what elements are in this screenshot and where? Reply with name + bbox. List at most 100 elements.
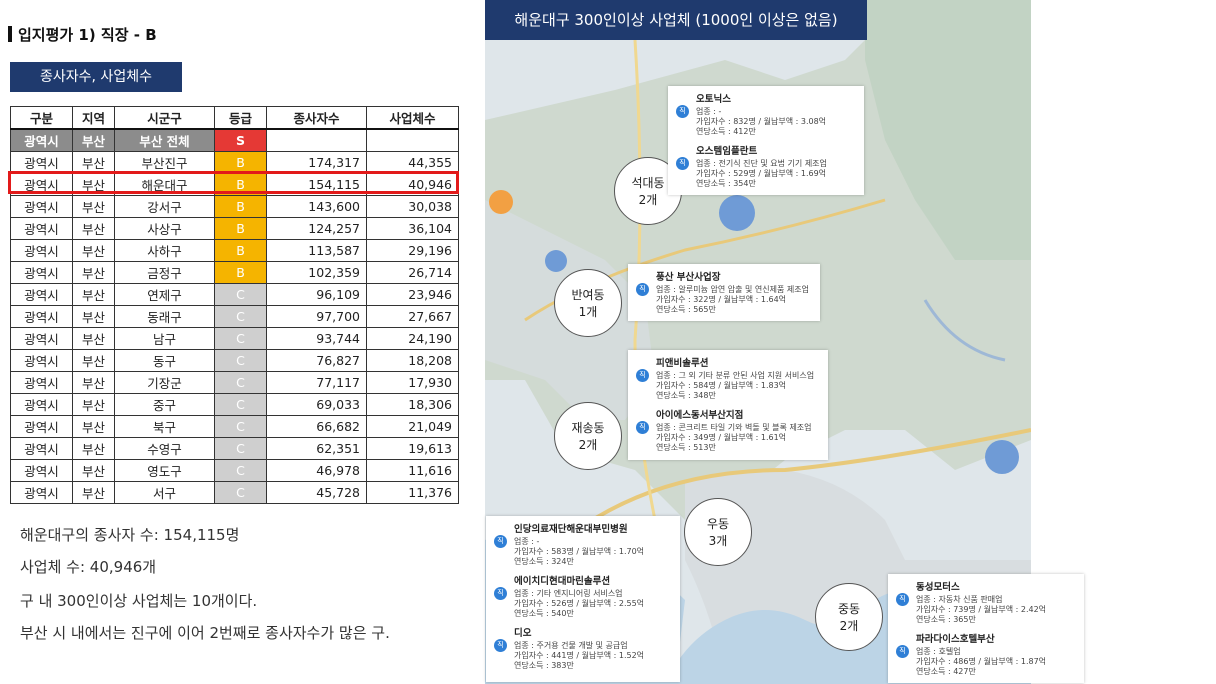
cluster-marker[interactable] xyxy=(489,190,513,214)
cell-district: 금정구 xyxy=(114,261,215,284)
page-title: 입지평가 1) 직장 - B xyxy=(8,24,157,45)
company-entry[interactable]: 직 에이치디현대마린솔루션 업종 : 기타 엔지니어링 서비스업 가입자수 : 526… xyxy=(490,573,676,619)
workplace-icon: 직 xyxy=(636,369,649,382)
company-entry[interactable]: 직 오토닉스 업종 : - 가입자수 : 832명 / 월납부액 : 3.08억 연당소… xyxy=(672,91,860,137)
table-row: 광역시 부산 금정구 B 102,359 26,714 xyxy=(10,261,459,284)
company-entry[interactable]: 직 풍산 부산사업장 업종 : 알루미늄 압연 압출 및 연신제품 제조업 가입자수 … xyxy=(632,269,816,315)
company-entry[interactable]: 직 오스템임플란트 업종 : 전기식 진단 및 요법 기기 제조업 가입자수 : 52… xyxy=(672,143,860,189)
workplace-icon: 직 xyxy=(636,421,649,434)
district-table: 구분 지역 시군구 등급 종사자수 사업체수 광역시 부산 부산 전체 S 광역시 부산 부산진구 B 1… xyxy=(10,106,459,504)
cell-type: 광역시 xyxy=(10,415,73,438)
workplace-icon: 직 xyxy=(896,593,909,606)
company-entry[interactable]: 직 아이에스동서부산지점 업종 : 콘크리트 타일 기와 벽돌 및 블록 제조업 가입… xyxy=(632,407,824,453)
column-header: 지역 xyxy=(72,106,115,130)
company-entry[interactable]: 직 인당의료재단해운대부민병원 업종 : - 가입자수 : 583명 / 월납부액 :… xyxy=(490,521,676,567)
cell-region: 부산 xyxy=(72,195,115,218)
cell-grade: B xyxy=(214,239,267,262)
company-card[interactable]: 직 풍산 부산사업장 업종 : 알루미늄 압연 압출 및 연신제품 제조업 가입자수 … xyxy=(628,264,820,321)
company-card[interactable]: 직 인당의료재단해운대부민병원 업종 : - 가입자수 : 583명 / 월납부액 :… xyxy=(486,516,680,682)
cell-biz: 29,196 xyxy=(366,239,459,262)
company-card[interactable]: 직 피앤비솔루션 업종 : 그 외 기타 분류 안된 사업 지원 서비스업 가입자수 … xyxy=(628,350,828,460)
column-header: 종사자수 xyxy=(266,106,367,130)
company-entry[interactable]: 직 피앤비솔루션 업종 : 그 외 기타 분류 안된 사업 지원 서비스업 가입자수 … xyxy=(632,355,824,401)
company-income: 연당소득 : 513만 xyxy=(656,443,716,452)
cell-grade: C xyxy=(214,393,267,416)
cluster-marker[interactable] xyxy=(545,250,567,272)
table-row: 광역시 부산 동래구 C 97,700 27,667 xyxy=(10,305,459,328)
company-entry[interactable]: 직 파라다이스호텔부산 업종 : 호텔업 가입자수 : 486명 / 월납부액 : 1… xyxy=(892,631,1080,677)
cell-region: 부산 xyxy=(72,327,115,350)
company-members: 가입자수 : 486명 / 월납부액 : 1.87억 xyxy=(916,657,1047,666)
cell-grade: B xyxy=(214,261,267,284)
company-income: 연당소득 : 348만 xyxy=(656,391,716,400)
cluster-marker[interactable] xyxy=(985,440,1019,474)
company-card[interactable]: 직 동성모터스 업종 : 자동차 신품 판매업 가입자수 : 739명 / 월납부액 … xyxy=(888,574,1084,683)
cell-biz: 11,376 xyxy=(366,481,459,504)
cell-district: 북구 xyxy=(114,415,215,438)
cell-region: 부산 xyxy=(72,481,115,504)
dong-count: 2개 xyxy=(638,193,658,207)
table-row-total: 광역시 부산 부산 전체 S xyxy=(10,128,459,152)
cell-type: 광역시 xyxy=(10,283,73,306)
dong-name: 반여동 xyxy=(571,288,605,302)
cell-biz: 11,616 xyxy=(366,459,459,482)
company-entry[interactable]: 직 디오 업종 : 주거용 건물 개발 및 공급업 가입자수 : 441명 / 월납부… xyxy=(490,625,676,671)
summary-line: 사업체 수: 40,946개 xyxy=(20,558,157,576)
company-card[interactable]: 직 오토닉스 업종 : - 가입자수 : 832명 / 월납부액 : 3.08억 연당소… xyxy=(668,86,864,195)
cell-grade: C xyxy=(214,283,267,306)
cell-district: 중구 xyxy=(114,393,215,416)
table-row: 광역시 부산 수영구 C 62,351 19,613 xyxy=(10,437,459,460)
table-row: 광역시 부산 사상구 B 124,257 36,104 xyxy=(10,217,459,240)
workplace-icon: 직 xyxy=(494,639,507,652)
dong-marker[interactable]: 중동 2개 xyxy=(815,583,883,651)
company-industry: 업종 : 호텔업 xyxy=(916,647,961,656)
cell-workers: 93,744 xyxy=(266,327,367,350)
cluster-marker[interactable] xyxy=(719,195,755,231)
cell-workers: 143,600 xyxy=(266,195,367,218)
company-income: 연당소득 : 324만 xyxy=(514,557,574,566)
cell-type: 광역시 xyxy=(10,459,73,482)
summary-line: 부산 시 내에서는 진구에 이어 2번째로 종사자수가 많은 구. xyxy=(20,624,390,642)
cell-biz: 18,306 xyxy=(366,393,459,416)
company-income: 연당소득 : 565만 xyxy=(656,305,716,314)
company-income: 연당소득 : 412만 xyxy=(696,127,756,136)
cell-biz: 17,930 xyxy=(366,371,459,394)
dong-marker[interactable]: 반여동 1개 xyxy=(554,269,622,337)
workplace-icon: 직 xyxy=(494,535,507,548)
cell-grade: C xyxy=(214,437,267,460)
dong-count: 2개 xyxy=(578,438,598,452)
company-name: 에이치디현대마린솔루션 xyxy=(514,576,611,587)
dong-marker[interactable]: 재송동 2개 xyxy=(554,402,622,470)
workplace-icon: 직 xyxy=(494,587,507,600)
company-income: 연당소득 : 427만 xyxy=(916,667,976,676)
cell-region: 부산 xyxy=(72,393,115,416)
table-row: 광역시 부산 북구 C 66,682 21,049 xyxy=(10,415,459,438)
cell-type: 광역시 xyxy=(10,305,73,328)
table-row: 광역시 부산 서구 C 45,728 11,376 xyxy=(10,481,459,504)
cell-workers: 102,359 xyxy=(266,261,367,284)
cell-workers: 113,587 xyxy=(266,239,367,262)
cell-grade: S xyxy=(214,128,267,152)
dong-name: 중동 xyxy=(837,602,861,616)
cell-region: 부산 xyxy=(72,283,115,306)
company-entry[interactable]: 직 동성모터스 업종 : 자동차 신품 판매업 가입자수 : 739명 / 월납부액 … xyxy=(892,579,1080,625)
summary-line: 해운대구의 종사자 수: 154,115명 xyxy=(20,526,240,544)
company-industry: 업종 : 자동차 신품 판매업 xyxy=(916,595,1003,604)
cell-district: 서구 xyxy=(114,481,215,504)
cell-biz: 23,946 xyxy=(366,283,459,306)
company-industry: 업종 : 알루미늄 압연 압출 및 연신제품 제조업 xyxy=(656,285,809,294)
table-row: 광역시 부산 연제구 C 96,109 23,946 xyxy=(10,283,459,306)
column-header: 시군구 xyxy=(114,106,215,130)
cell-region: 부산 xyxy=(72,415,115,438)
cell-region: 부산 xyxy=(72,128,115,152)
dong-count: 1개 xyxy=(578,305,598,319)
cell-type: 광역시 xyxy=(10,437,73,460)
company-members: 가입자수 : 739명 / 월납부액 : 2.42억 xyxy=(916,605,1047,614)
dong-marker[interactable]: 우동 3개 xyxy=(684,498,752,566)
cell-grade: B xyxy=(214,195,267,218)
cell-grade: C xyxy=(214,481,267,504)
cell-workers xyxy=(266,128,367,152)
dong-name: 우동 xyxy=(706,517,730,531)
cell-district: 동래구 xyxy=(114,305,215,328)
cell-type: 광역시 xyxy=(10,349,73,372)
